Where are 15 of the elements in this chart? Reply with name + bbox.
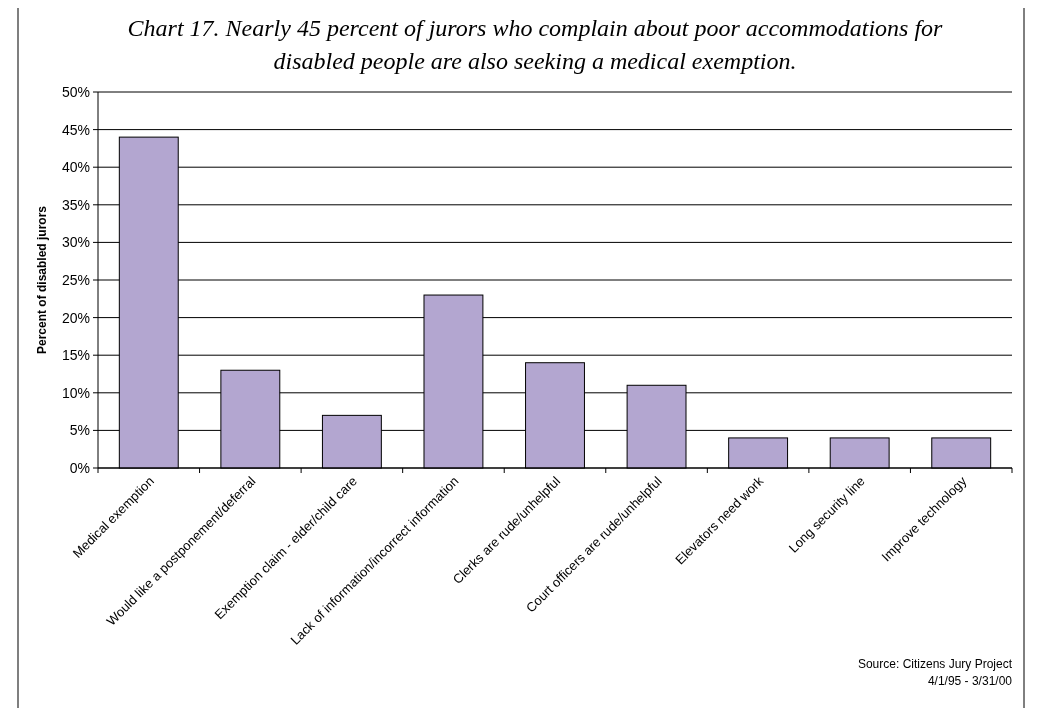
y-tick-label: 30% [61,234,90,251]
y-tick-label: 40% [61,159,90,176]
y-tick-label: 25% [61,271,90,288]
text: 4/1/95 - 3/31/00 [927,674,1013,688]
y-tick-label: 5% [69,422,90,439]
chart-title: Chart 17. Nearly 45 percent of jurors who complain about poor accommodations for disabled people are also seeking a medical exemption. [127,15,944,74]
y-tick-label: 20% [61,309,90,326]
y-tick-label: 50% [61,83,90,100]
y-tick-label: 45% [61,121,90,138]
source-note: Source: Citizens Jury Project [857,657,1013,671]
y-tick-label: 15% [61,347,90,364]
y-tick-label: 35% [61,196,90,213]
y-axis-title: Percent of disabled jurors [35,205,49,355]
y-tick-label: 0% [69,459,90,476]
y-tick-label: 10% [61,384,90,401]
